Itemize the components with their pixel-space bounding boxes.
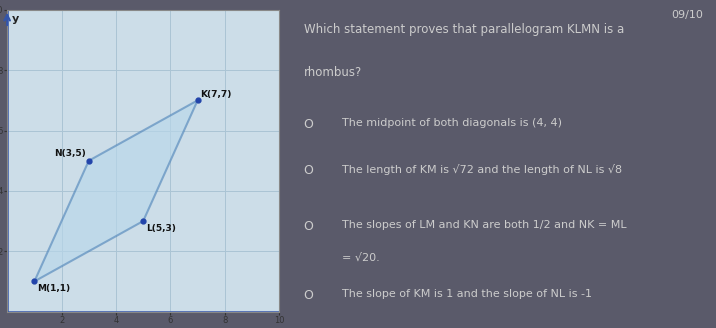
Text: O: O [304,118,314,131]
Text: Which statement proves that parallelogram KLMN is a: Which statement proves that parallelogra… [304,23,624,36]
Text: M(1,1): M(1,1) [37,284,70,294]
Text: rhombus?: rhombus? [304,66,362,79]
Text: L(5,3): L(5,3) [146,224,176,233]
Text: K(7,7): K(7,7) [200,90,232,99]
Text: O: O [304,164,314,177]
Text: N(3,5): N(3,5) [54,149,86,158]
Text: O: O [304,220,314,233]
Text: The midpoint of both diagonals is (4, 4): The midpoint of both diagonals is (4, 4) [342,118,562,128]
Text: 09/10: 09/10 [671,10,703,20]
Text: The length of KM is √72 and the length of NL is √8: The length of KM is √72 and the length o… [342,164,622,175]
Text: The slopes of LM and KN are both 1/2 and NK = ML: The slopes of LM and KN are both 1/2 and… [342,220,627,230]
Text: = √20.: = √20. [342,253,380,262]
Text: y: y [11,14,19,24]
Text: The slope of KM is 1 and the slope of NL is -1: The slope of KM is 1 and the slope of NL… [342,289,592,298]
Polygon shape [34,100,198,281]
Text: O: O [304,289,314,302]
